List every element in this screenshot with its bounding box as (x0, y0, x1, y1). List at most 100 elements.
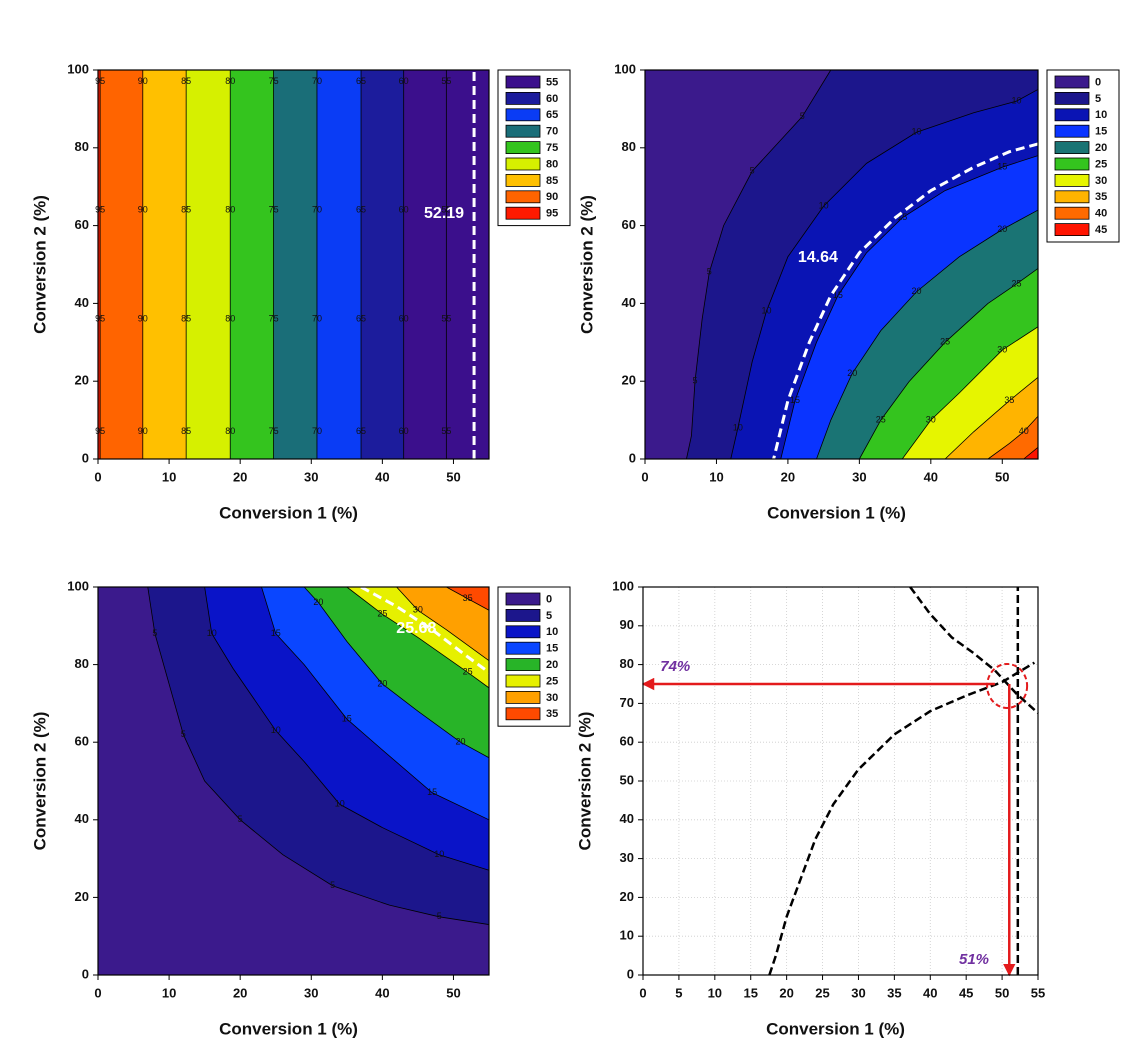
legend-label: 10 (1095, 109, 1107, 121)
highlight-circle (986, 662, 1029, 709)
legend-label: 90 (546, 191, 558, 203)
y-tick-label: 40 (620, 811, 634, 826)
x-tick-label: 20 (233, 985, 247, 1000)
legend-swatch (505, 609, 541, 622)
contour-label: 25 (1012, 278, 1022, 288)
contour-label: 55 (441, 204, 451, 214)
contour-line (944, 377, 1039, 460)
x-tick-label: 30 (852, 469, 866, 484)
x-tick-label: 45 (959, 985, 973, 1000)
contour-fill (987, 416, 1038, 459)
legend-label: 25 (1095, 158, 1107, 170)
contour-label: 10 (207, 628, 217, 638)
y-axis-label: Conversion 2 (%) (575, 712, 594, 851)
contour-label: 75 (269, 76, 279, 86)
legend-label: 45 (1095, 224, 1107, 236)
legend-label: 20 (1095, 142, 1107, 154)
y-tick-label: 0 (627, 966, 634, 981)
contour-label: 30 (413, 605, 423, 615)
legend-swatch (1054, 206, 1090, 220)
contour-label: 10 (733, 422, 743, 432)
contour-label: 5 (152, 628, 157, 638)
contour-line (730, 89, 1039, 460)
contour-label: 5 (750, 166, 755, 176)
highlight-contour (772, 142, 1039, 460)
legend-label: 70 (546, 126, 558, 138)
x-tick-label: 40 (375, 985, 389, 1000)
legend-swatch (1054, 190, 1090, 204)
contour-label: 5 (800, 111, 805, 121)
contour-label: 15 (790, 395, 800, 405)
y-tick-label: 50 (620, 772, 634, 787)
x-tick-label: 0 (94, 469, 101, 484)
contour-line (780, 155, 1039, 460)
x-tick-label: 30 (304, 469, 318, 484)
contour-label: 15 (271, 628, 281, 638)
contour-label: 70 (312, 426, 322, 436)
contour-label: 60 (399, 426, 409, 436)
contour-label: 10 (912, 127, 922, 137)
legend-swatch (505, 707, 541, 721)
contour-label: 10 (1012, 95, 1022, 105)
contour-line (147, 586, 490, 925)
contour-label: 65 (356, 426, 366, 436)
contour-label: 90 (138, 313, 148, 323)
contour-label: 65 (356, 76, 366, 86)
y-tick-label: 80 (620, 656, 634, 671)
contour-label: 85 (181, 313, 191, 323)
y-tick-label: 80 (75, 139, 89, 154)
contour-fill (98, 70, 143, 459)
legend-swatch (1054, 108, 1090, 122)
contour-label: 15 (427, 787, 437, 797)
x-tick-label: 40 (375, 469, 389, 484)
y-tick-label: 20 (620, 889, 634, 904)
contour-label: 10 (434, 849, 444, 859)
contour-label: 15 (897, 212, 907, 222)
legend-swatch (505, 625, 541, 639)
contour-label: 95 (95, 313, 105, 323)
y-axis-label: Conversion 2 (%) (577, 195, 596, 334)
legend-swatch (505, 108, 541, 122)
legend-swatch (505, 206, 541, 220)
legend-swatch (1054, 124, 1090, 138)
y-tick-label: 0 (82, 966, 89, 981)
legend-swatch (505, 592, 541, 606)
plot-frame (97, 69, 490, 460)
contour-label: 85 (181, 76, 191, 86)
contour-label: 55 (441, 426, 451, 436)
legend-label: 5 (1095, 93, 1101, 105)
y-tick-label: 60 (622, 217, 636, 232)
x-tick-label: 30 (851, 985, 865, 1000)
legend-label: 20 (546, 659, 558, 671)
x-tick-label: 20 (781, 469, 795, 484)
contour-line (1023, 447, 1039, 460)
legend-label: 25 (546, 675, 558, 687)
contour-label: 95 (95, 76, 105, 86)
contour-label: 75 (269, 313, 279, 323)
legend-swatch (505, 75, 541, 89)
legend-box (497, 586, 571, 727)
contour-label: 10 (335, 799, 345, 809)
contour-label: 25 (463, 667, 473, 677)
contour-line (987, 415, 1039, 460)
contour-label: 85 (181, 426, 191, 436)
legend-swatch (505, 92, 541, 105)
contour-label: 90 (138, 426, 148, 436)
y-tick-label: 10 (620, 928, 634, 943)
legend-swatch (1054, 157, 1090, 171)
y-axis-label: Conversion 2 (%) (30, 712, 49, 851)
contour-label: 5 (330, 880, 335, 890)
legend-label: 55 (546, 76, 558, 88)
contour-line (901, 326, 1039, 460)
contour-label: 5 (707, 267, 712, 277)
plot-frame (97, 586, 490, 976)
annotation: 51% (959, 951, 989, 968)
contour-label: 75 (269, 426, 279, 436)
legend-label: 75 (546, 142, 558, 154)
y-tick-label: 100 (67, 61, 89, 76)
contour-label: 70 (312, 313, 322, 323)
contour-label: 35 (463, 593, 473, 603)
legend-label: 85 (546, 175, 558, 187)
